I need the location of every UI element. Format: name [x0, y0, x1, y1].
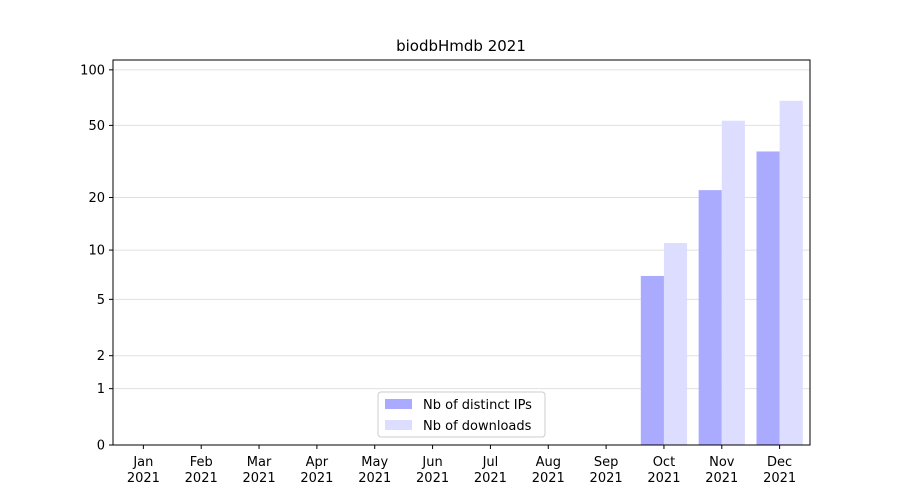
y-tick-label: 20: [88, 191, 105, 206]
x-tick-label-year: 2021: [763, 471, 796, 486]
x-tick-label: Oct 2021: [647, 455, 680, 486]
x-tick-label-year: 2021: [185, 471, 218, 486]
x-tick-label-year: 2021: [705, 471, 738, 486]
x-tick-label: Mar 2021: [243, 455, 276, 486]
x-tick-label: Jan 2021: [127, 455, 160, 486]
x-tick-label: May 2021: [358, 455, 391, 486]
x-tick-label-year: 2021: [474, 471, 507, 486]
y-tick-label: 10: [88, 244, 105, 259]
x-tick-label-year: 2021: [300, 471, 333, 486]
x-tick-label: Sep 2021: [590, 455, 623, 486]
x-tick-label-year: 2021: [532, 471, 565, 486]
x-tick-label-month: May: [361, 455, 388, 470]
x-tick-label-month: Dec: [767, 455, 792, 470]
x-tick-label: Aug 2021: [532, 455, 565, 486]
x-tick-label-month: Jun: [421, 455, 442, 470]
x-tick-label-year: 2021: [416, 471, 449, 486]
x-tick-label-year: 2021: [590, 471, 623, 486]
x-tick-label-month: Aug: [536, 455, 561, 470]
y-tick-label: 1: [97, 382, 105, 397]
legend-label: Nb of distinct IPs: [423, 398, 532, 413]
y-tick-label: 2: [97, 349, 105, 364]
bar: [721, 120, 745, 446]
plot-frame: [112, 59, 811, 446]
x-tick-label-month: Jan: [132, 455, 153, 470]
y-tick-label: 100: [80, 63, 105, 78]
x-tick-label-month: Apr: [306, 455, 329, 470]
x-tick-label-year: 2021: [127, 471, 160, 486]
y-tick-label: 0: [97, 439, 105, 454]
x-tick-label-month: Sep: [594, 455, 619, 470]
y-tick-label: 50: [88, 119, 105, 134]
bar: [698, 190, 722, 445]
x-tick-label-year: 2021: [647, 471, 680, 486]
x-tick-label-year: 2021: [243, 471, 276, 486]
bar: [663, 243, 688, 445]
x-tick-label-month: Nov: [709, 455, 735, 470]
legend-label: Nb of downloads: [423, 419, 532, 434]
x-tick-label-year: 2021: [358, 471, 391, 486]
x-tick-label: Nov 2021: [705, 455, 738, 486]
x-tick-label-month: Mar: [247, 455, 272, 470]
x-tick-label: Jun 2021: [416, 455, 449, 486]
bar: [779, 100, 803, 446]
legend-swatch: [385, 399, 412, 409]
bar: [756, 151, 780, 446]
x-tick-label-month: Jul: [482, 455, 499, 470]
x-tick-label: Dec 2021: [763, 455, 796, 486]
y-tick-label: 5: [97, 293, 105, 308]
chart-title: biodbHmdb 2021: [396, 37, 526, 55]
x-tick-label: Jul 2021: [474, 455, 507, 486]
bar: [640, 275, 664, 445]
x-tick-label: Feb 2021: [185, 455, 218, 486]
legend-swatch: [385, 420, 412, 430]
x-tick-label: Apr 2021: [300, 455, 333, 486]
legend-box: [377, 391, 546, 438]
x-tick-label-month: Feb: [190, 455, 213, 470]
x-tick-label-month: Oct: [653, 455, 675, 470]
